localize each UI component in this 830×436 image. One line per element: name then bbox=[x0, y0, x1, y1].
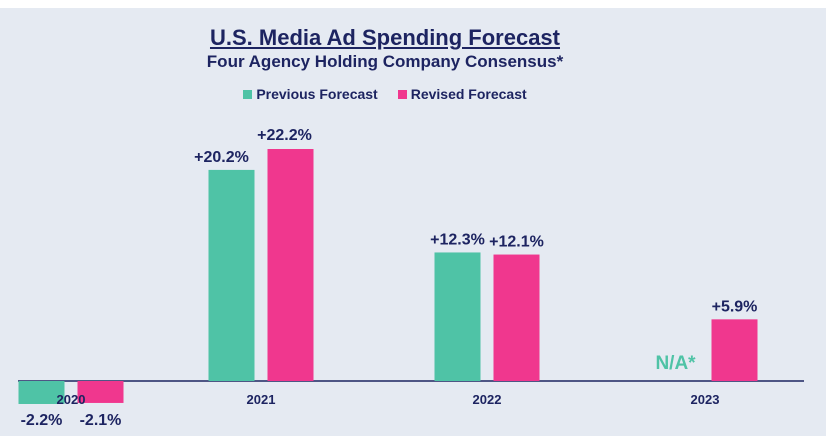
bar-revised-2020 bbox=[77, 381, 124, 403]
data-label-revised-2020: -2.1% bbox=[80, 412, 122, 429]
na-label-previous-2023: N/A* bbox=[655, 353, 696, 374]
bar-previous-2022 bbox=[434, 252, 481, 381]
x-tick-label-2022: 2022 bbox=[473, 392, 502, 407]
x-tick-label-2021: 2021 bbox=[247, 392, 276, 407]
bar-revised-2023 bbox=[711, 319, 758, 381]
chart-legend: Previous Forecast Revised Forecast bbox=[0, 86, 770, 102]
x-tick-label-2020: 2020 bbox=[57, 392, 86, 407]
legend-swatch-previous bbox=[243, 89, 253, 99]
chart-subtitle: Four Agency Holding Company Consensus* bbox=[206, 52, 564, 71]
data-label-previous-2021: +20.2% bbox=[194, 149, 249, 166]
data-label-revised-2023: +5.9% bbox=[712, 298, 758, 315]
legend-label-revised: Revised Forecast bbox=[410, 86, 527, 102]
bar-revised-2021 bbox=[267, 149, 314, 381]
legend-item-revised: Revised Forecast bbox=[397, 86, 527, 102]
bar-revised-2022 bbox=[493, 254, 540, 381]
bar-previous-2021 bbox=[208, 169, 255, 381]
legend-label-previous: Previous Forecast bbox=[256, 86, 378, 102]
data-label-revised-2022: +12.1% bbox=[489, 234, 544, 251]
data-label-previous-2022: +12.3% bbox=[430, 231, 485, 248]
data-label-revised-2021: +22.2% bbox=[257, 127, 312, 144]
data-label-previous-2020: -2.2% bbox=[21, 412, 63, 429]
right-border bbox=[826, 0, 830, 436]
bar-previous-2020 bbox=[18, 381, 65, 404]
chart-title: U.S. Media Ad Spending Forecast bbox=[209, 25, 560, 50]
x-tick-label-2023: 2023 bbox=[691, 392, 720, 407]
legend-item-previous: Previous Forecast bbox=[243, 86, 378, 102]
top-border bbox=[0, 0, 830, 8]
legend-swatch-revised bbox=[397, 89, 407, 99]
